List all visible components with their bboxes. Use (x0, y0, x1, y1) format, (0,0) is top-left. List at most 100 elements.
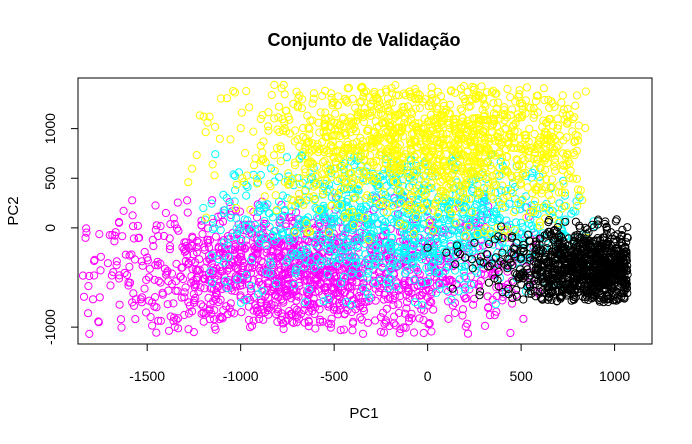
data-point (305, 124, 314, 133)
data-point (410, 237, 420, 246)
data-point (345, 208, 354, 217)
data-point (343, 84, 352, 93)
data-point (262, 268, 271, 277)
data-point (488, 171, 497, 181)
data-point (316, 204, 326, 213)
data-point (456, 84, 466, 93)
data-point (348, 296, 357, 305)
data-point (333, 119, 342, 128)
data-point (458, 117, 467, 126)
data-point (81, 233, 90, 242)
data-point (330, 214, 339, 223)
data-point (542, 128, 551, 137)
data-point (467, 137, 476, 146)
data-point (237, 236, 246, 246)
data-point (96, 252, 106, 261)
data-point (462, 175, 471, 184)
data-point (393, 158, 403, 167)
data-point (487, 187, 496, 196)
data-point (152, 328, 161, 337)
data-point (323, 270, 332, 279)
data-point (473, 190, 482, 199)
data-point (290, 280, 299, 290)
data-point (188, 232, 197, 241)
data-point (379, 222, 388, 231)
data-point (422, 264, 431, 273)
data-point (189, 328, 198, 337)
data-point (451, 124, 460, 133)
data-point (550, 149, 560, 158)
data-point (183, 196, 192, 205)
data-point (363, 220, 372, 229)
data-point (427, 327, 436, 336)
data-point (379, 188, 388, 197)
data-point (405, 293, 414, 303)
data-point (364, 265, 373, 274)
data-point (364, 124, 373, 134)
data-point (445, 141, 454, 150)
data-point (302, 271, 311, 280)
data-point (108, 230, 117, 240)
data-point (304, 285, 314, 294)
data-point (323, 167, 332, 176)
data-point (483, 88, 492, 97)
data-point (294, 93, 303, 103)
data-point (133, 221, 142, 230)
data-point (516, 227, 525, 236)
data-point (333, 101, 343, 110)
data-point (491, 181, 500, 190)
data-point (435, 280, 444, 289)
data-point (410, 187, 419, 196)
data-point (314, 118, 323, 127)
data-point (90, 271, 99, 280)
data-point (411, 135, 420, 144)
data-point (518, 257, 527, 266)
data-point (359, 304, 368, 313)
data-point (342, 298, 351, 307)
data-point (305, 262, 315, 271)
data-point (319, 190, 328, 199)
data-point (395, 292, 405, 301)
data-point (437, 120, 446, 130)
data-point (223, 277, 232, 286)
data-point (388, 172, 397, 181)
data-point (446, 253, 455, 262)
data-point (433, 237, 442, 246)
data-point (415, 91, 424, 100)
data-point (330, 254, 339, 263)
data-point (377, 130, 387, 139)
data-point (274, 102, 284, 111)
data-point (408, 181, 417, 190)
data-point (340, 212, 349, 221)
data-point (517, 179, 526, 188)
data-point (165, 234, 174, 243)
data-point (506, 328, 515, 338)
data-point (355, 154, 364, 163)
data-point (407, 172, 416, 181)
data-point (96, 266, 105, 275)
data-point (192, 243, 201, 252)
data-point (316, 278, 325, 287)
data-point (389, 300, 398, 310)
data-point (276, 216, 285, 226)
data-point (327, 193, 336, 202)
data-point (446, 214, 455, 223)
data-point (402, 146, 411, 155)
data-point (538, 122, 547, 132)
data-point (253, 178, 262, 187)
data-point (544, 191, 554, 200)
data-point (466, 272, 475, 281)
data-point (165, 245, 174, 254)
data-point (370, 195, 379, 205)
data-point (211, 325, 220, 334)
data-point (208, 225, 217, 234)
data-point (319, 186, 328, 195)
data-point (404, 201, 413, 210)
data-point (231, 186, 240, 195)
data-point (242, 241, 251, 250)
data-point (410, 152, 419, 162)
data-point (297, 197, 306, 206)
data-point (454, 160, 463, 169)
data-point (465, 97, 474, 106)
data-point (312, 162, 322, 171)
